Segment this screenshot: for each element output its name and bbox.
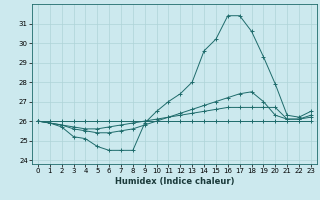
- X-axis label: Humidex (Indice chaleur): Humidex (Indice chaleur): [115, 177, 234, 186]
